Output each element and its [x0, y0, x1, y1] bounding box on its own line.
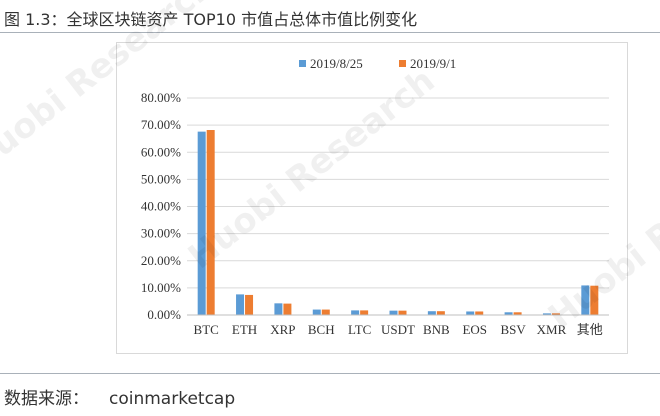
- x-tick-label: BNB: [423, 322, 450, 337]
- legend-label: 2019/9/1: [410, 56, 456, 71]
- bar-2-XMR: [551, 313, 560, 315]
- x-tick-label: XRP: [270, 322, 295, 337]
- x-tick-label: LTC: [348, 322, 371, 337]
- y-tick-label: 50.00%: [141, 171, 181, 186]
- legend-label: 2019/8/25: [310, 56, 363, 71]
- x-tick-label: 其他: [577, 322, 603, 337]
- y-tick-label: 80.00%: [141, 90, 181, 105]
- bar-2-XRP: [283, 303, 292, 315]
- x-tick-label: ETH: [232, 322, 257, 337]
- bar-1-BCH: [312, 309, 321, 315]
- y-tick-label: 20.00%: [141, 253, 181, 268]
- bar-1-BSV: [504, 312, 513, 315]
- bar-1-BTC: [197, 131, 206, 315]
- y-tick-label: 40.00%: [141, 199, 181, 214]
- bar-2-ETH: [245, 294, 254, 315]
- y-tick-label: 30.00%: [141, 226, 181, 241]
- x-axis: BTC ETH XRP BCH LTC USDT BNB EOS BSV XMR 其他: [187, 314, 609, 337]
- x-tick-label: EOS: [462, 322, 487, 337]
- bar-1-其他: [581, 285, 590, 315]
- source-note: 数据来源： coinmarketcap: [4, 384, 235, 409]
- bar-2-EOS: [475, 311, 484, 315]
- y-tick-label: 70.00%: [141, 117, 181, 132]
- gridlines: [187, 97, 609, 289]
- x-tick-label: BCH: [308, 322, 335, 337]
- bar-chart: 0.00% 10.00% 20.00% 30.00% 40.00% 50.00% 60.00…: [141, 56, 609, 337]
- bar-2-其他: [590, 285, 599, 315]
- bar-1-LTC: [351, 310, 360, 315]
- y-axis-ticks: 0.00% 10.00% 20.00% 30.00% 40.00% 50.00% 60.00…: [141, 90, 181, 322]
- legend-swatch: [299, 60, 306, 67]
- bar-1-XMR: [542, 313, 551, 315]
- figure-header: 图 1.3：全球区块链资产 TOP10 市值占总体市值比例变化: [0, 0, 660, 36]
- bar-1-EOS: [466, 311, 475, 315]
- bars: [197, 130, 599, 315]
- x-tick-label: BSV: [500, 322, 526, 337]
- bar-1-XRP: [274, 303, 283, 315]
- header-divider: [0, 32, 660, 33]
- bar-2-BCH: [321, 309, 330, 315]
- bar-1-USDT: [389, 310, 398, 315]
- bar-2-BSV: [513, 312, 522, 315]
- x-tick-label: BTC: [194, 322, 219, 337]
- bar-2-BTC: [206, 130, 215, 315]
- x-tick-label: USDT: [381, 322, 415, 337]
- source-value: coinmarketcap: [109, 389, 236, 409]
- chart-frame: 0.00% 10.00% 20.00% 30.00% 40.00% 50.00% 60.00…: [116, 42, 628, 354]
- footer-divider: [0, 373, 660, 374]
- legend: 2019/8/25 2019/9/1: [299, 56, 456, 71]
- bar-1-ETH: [236, 294, 245, 315]
- x-tick-label: XMR: [537, 322, 567, 337]
- figure-title: 图 1.3：全球区块链资产 TOP10 市值占总体市值比例变化: [4, 10, 418, 29]
- bar-2-USDT: [398, 310, 407, 315]
- legend-swatch: [399, 60, 406, 67]
- y-tick-label: 10.00%: [141, 280, 181, 295]
- bar-2-BNB: [436, 311, 445, 315]
- source-label: 数据来源：: [4, 389, 89, 409]
- y-tick-label: 60.00%: [141, 144, 181, 159]
- y-tick-label: 0.00%: [147, 307, 181, 322]
- bar-2-LTC: [360, 310, 369, 315]
- bar-1-BNB: [427, 311, 436, 315]
